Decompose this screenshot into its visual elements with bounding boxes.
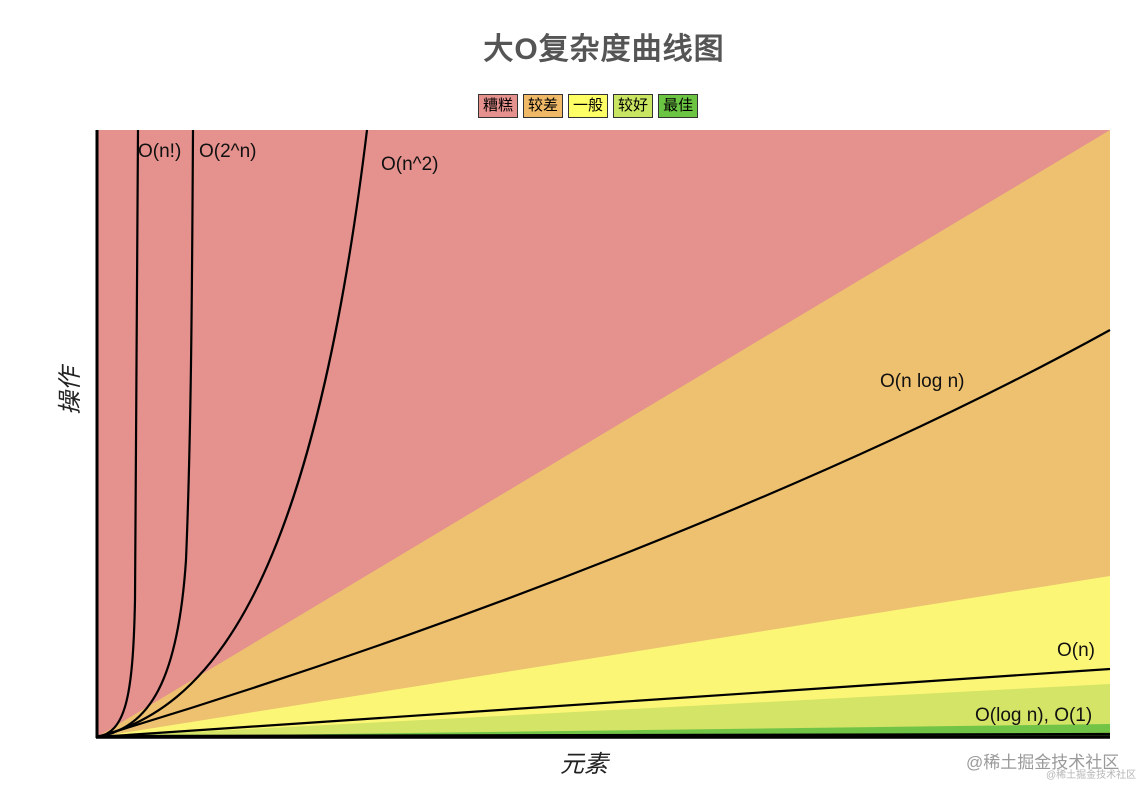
watermark: @稀土掘金技术社区: [966, 753, 1120, 772]
curve-label-factorial: O(n!): [138, 141, 181, 162]
watermark-small: @稀土掘金技术社区: [1046, 770, 1137, 781]
region-poor: [97, 130, 1110, 737]
curve-linear: [96, 667, 1111, 739]
y-axis-label: 操作: [57, 367, 84, 415]
region-fair: [97, 576, 1110, 737]
complexity-regions: [97, 130, 1110, 737]
legend-item-poor: 较差: [523, 94, 564, 118]
legend: 糟糕 较差 一般 较好 最佳: [478, 94, 699, 118]
curve-labels: O(n!) O(2^n) O(n^2) O(n log n) O(n) O(log n),…: [138, 141, 1095, 726]
curve-quadratic: [96, 129, 369, 739]
x-axis-label: 元素: [560, 751, 608, 778]
region-good: [97, 684, 1110, 737]
axes: [95, 130, 1110, 739]
legend-item-best: 最佳: [658, 94, 699, 118]
legend-item-good: 较好: [613, 94, 654, 118]
curve-factorial: [96, 129, 140, 739]
legend-item-fair: 一般: [568, 94, 609, 118]
curve-label-log-constant: O(log n), O(1): [975, 705, 1092, 726]
curve-nlogn: [96, 329, 1111, 739]
curve-label-linear: O(n): [1057, 640, 1095, 661]
chart-title: 大O复杂度曲线图: [483, 33, 725, 66]
curve-label-quadratic: O(n^2): [381, 154, 438, 175]
legend-item-bad: 糟糕: [478, 94, 519, 118]
curve-label-nlogn: O(n log n): [880, 371, 964, 392]
curve-exponential: [96, 129, 195, 739]
curve-label-exponential: O(2^n): [199, 141, 256, 162]
